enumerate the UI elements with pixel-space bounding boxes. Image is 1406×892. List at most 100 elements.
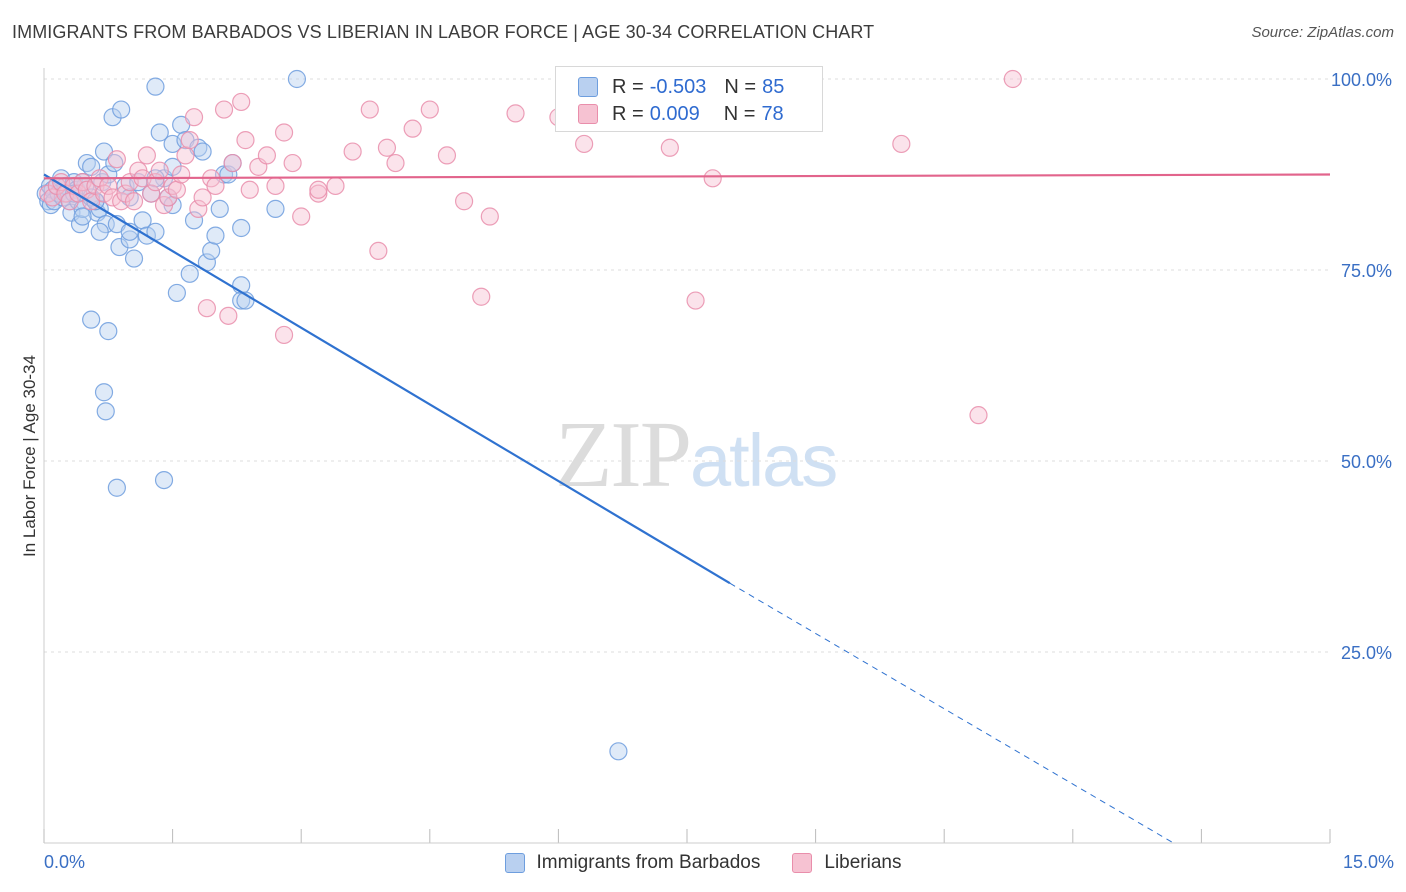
legend-item-barbados[interactable]: Immigrants from Barbados [504, 852, 761, 874]
liberian-point [240, 180, 259, 199]
legend-n-label: N = [723, 102, 756, 125]
liberian-point [219, 306, 238, 325]
barbados-point [90, 222, 109, 241]
liberian-point [176, 146, 195, 165]
liberian-point [214, 100, 234, 119]
legend-r-value: -0.503 [649, 75, 707, 98]
barbados-point [206, 226, 225, 245]
barbados-point [609, 742, 628, 761]
liberian-point [377, 138, 397, 157]
liberian-point [107, 150, 126, 169]
watermark-atlas: atlas [690, 419, 838, 502]
liberian-point [137, 146, 156, 165]
legend-label-liberians: Liberians [824, 852, 902, 873]
liberian-point [150, 161, 169, 180]
liberian-point [1003, 69, 1022, 89]
liberian-point [703, 169, 722, 188]
liberian-point [193, 188, 212, 207]
liberian-point [575, 134, 594, 154]
watermark: ZIPatlas [555, 400, 838, 509]
liberian-point [172, 165, 191, 184]
series-legend: Immigrants from Barbados Liberians [0, 852, 1406, 874]
liberian-point [369, 241, 388, 260]
chart-title: IMMIGRANTS FROM BARBADOS VS LIBERIAN IN … [12, 22, 875, 42]
liberian-point [326, 176, 345, 196]
barbados-point [266, 199, 285, 218]
liberian-point [506, 104, 525, 123]
legend-n-value: 85 [762, 75, 785, 98]
barbados-point [94, 383, 114, 402]
barbados-point [180, 264, 199, 283]
liberian-point [184, 108, 204, 127]
liberian-point [236, 131, 255, 150]
liberian-point [180, 131, 199, 150]
liberian-point [343, 142, 362, 161]
liberian-point [969, 406, 988, 425]
y-tick-label: 25.0% [1341, 643, 1392, 663]
x-tick-label-min: 0.0% [44, 852, 86, 872]
barbados-point [210, 199, 229, 218]
barbados-point [112, 100, 131, 119]
liberian-point [892, 134, 911, 154]
legend-label-barbados: Immigrants from Barbados [536, 852, 761, 873]
liberian-point [124, 192, 144, 211]
liberian-point [437, 146, 457, 165]
legend-swatch-blue [578, 77, 598, 97]
liberian-point [403, 119, 422, 138]
liberian-point [206, 176, 225, 196]
y-tick-label: 100.0% [1331, 70, 1392, 90]
liberian-point [472, 287, 491, 306]
barbados-point [154, 471, 174, 490]
correlation-legend: R = -0.503 N = 85 R = 0.009 N = 78 [555, 66, 823, 132]
legend-r-label: R = [612, 75, 644, 98]
legend-r-label: R = [612, 102, 644, 125]
legend-swatch-pink [792, 853, 813, 873]
legend-swatch-blue [504, 853, 525, 873]
barbados-point [73, 207, 92, 226]
liberian-point [360, 100, 379, 119]
liberian-point [189, 199, 208, 218]
liberian-point [197, 299, 216, 318]
legend-row-barbados: R = -0.503 N = 85 [578, 75, 784, 99]
liberian-point [266, 176, 285, 196]
liberian-point [257, 146, 277, 165]
liberian-point [420, 100, 439, 119]
source-label: Source: ZipAtlas.com [1251, 24, 1394, 41]
liberian-point [283, 153, 302, 173]
liberian-point [223, 153, 242, 173]
liberian-point [660, 138, 679, 157]
barbados-point [184, 211, 204, 230]
x-tick-label-max: 15.0% [1342, 852, 1394, 872]
liberian-point [274, 325, 294, 345]
liberian-point [167, 180, 186, 199]
barbados-trendline-extension [729, 582, 1259, 892]
legend-row-liberians: R = 0.009 N = 78 [578, 102, 784, 126]
y-tick-label: 50.0% [1341, 452, 1392, 472]
barbados-point [146, 77, 165, 96]
barbados-point [232, 218, 251, 238]
barbados-point [287, 69, 307, 89]
barbados-point [110, 237, 129, 257]
barbados-point [202, 241, 221, 260]
y-axis-label: In Labor Force | Age 30-34 [20, 355, 39, 557]
barbados-point [124, 249, 144, 268]
liberian-point [480, 207, 499, 226]
liberian-point [77, 180, 96, 199]
barbados-trendline [43, 173, 731, 585]
liberian-point [232, 92, 251, 112]
liberian-point [309, 184, 328, 203]
legend-n-value: 78 [761, 102, 784, 125]
legend-item-liberians[interactable]: Liberians [792, 852, 901, 874]
liberian-point [142, 184, 161, 203]
liberian-point [686, 291, 705, 310]
liberian-point [454, 192, 474, 211]
barbados-point [150, 123, 169, 142]
barbados-point [193, 142, 212, 161]
barbados-point [96, 402, 115, 421]
liberian-point [309, 180, 328, 199]
legend-n-label: N = [724, 75, 757, 98]
barbados-point [107, 478, 126, 497]
legend-r-value: 0.009 [649, 102, 700, 125]
liberian-point [274, 123, 294, 142]
